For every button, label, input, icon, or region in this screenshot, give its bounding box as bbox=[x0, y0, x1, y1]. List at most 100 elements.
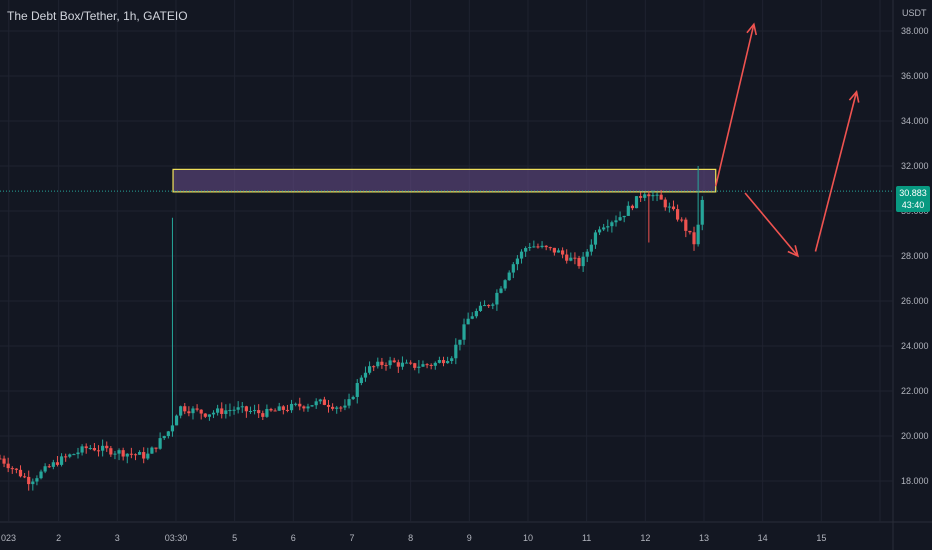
candle-body bbox=[117, 450, 121, 454]
candle-body bbox=[59, 456, 64, 465]
candle-body bbox=[232, 409, 236, 411]
y-tick-label: 34.000 bbox=[901, 116, 929, 126]
candle-body bbox=[593, 232, 598, 245]
candle-body bbox=[614, 220, 618, 223]
candle-body bbox=[220, 408, 224, 414]
candle-body bbox=[133, 454, 138, 456]
x-tick-label: 11 bbox=[582, 533, 591, 543]
candle-body bbox=[80, 446, 84, 453]
candle-body bbox=[540, 245, 544, 248]
candle-body bbox=[569, 257, 573, 261]
candle-body bbox=[101, 445, 105, 451]
y-tick-label: 22.000 bbox=[901, 386, 929, 396]
price-unit: USDT bbox=[902, 8, 927, 18]
candle-body bbox=[528, 247, 532, 249]
candle-body bbox=[257, 410, 261, 414]
y-tick-label: 20.000 bbox=[901, 431, 929, 441]
x-tick-label: 5 bbox=[232, 533, 237, 543]
candle-body bbox=[495, 292, 499, 305]
candle-body bbox=[195, 408, 199, 410]
candle-body bbox=[109, 448, 113, 455]
candle-body bbox=[589, 244, 593, 252]
candle-body bbox=[376, 361, 380, 367]
candle-body bbox=[326, 404, 331, 407]
x-tick-label: 9 bbox=[467, 533, 472, 543]
candle-body bbox=[322, 399, 327, 405]
candle-body bbox=[667, 206, 671, 208]
x-tick-label: 8 bbox=[408, 533, 413, 543]
y-tick-label: 36.000 bbox=[901, 71, 929, 81]
candle-body bbox=[216, 408, 220, 413]
candle-body bbox=[585, 251, 589, 257]
candle-body bbox=[417, 366, 421, 368]
candle-body bbox=[228, 410, 232, 412]
candle-body bbox=[696, 224, 700, 245]
candle-body bbox=[162, 436, 166, 439]
candle-body bbox=[137, 452, 142, 455]
projection-arrow-line bbox=[814, 91, 858, 252]
candle-body bbox=[244, 406, 248, 412]
candle-body bbox=[532, 246, 536, 248]
candle-body bbox=[183, 406, 187, 412]
candle-body bbox=[331, 406, 335, 409]
last-price-badge: 30.883 43:40 bbox=[896, 186, 930, 212]
candle-body bbox=[602, 227, 606, 230]
candle-body bbox=[240, 406, 244, 408]
projection-arrow-head bbox=[848, 89, 860, 103]
candle-body bbox=[441, 360, 446, 364]
candle-body bbox=[643, 194, 647, 198]
candle-body bbox=[27, 476, 31, 485]
x-tick-label: 6 bbox=[291, 533, 296, 543]
y-tick-label: 28.000 bbox=[901, 251, 929, 261]
candle-body bbox=[692, 232, 696, 245]
candle-body bbox=[51, 462, 55, 467]
x-tick-label: 15 bbox=[816, 533, 826, 543]
candle-body bbox=[265, 408, 269, 417]
candle-body bbox=[129, 453, 133, 455]
y-tick-label: 38.000 bbox=[901, 26, 929, 36]
candle-body bbox=[314, 401, 318, 406]
x-tick-label: 14 bbox=[758, 533, 768, 543]
candle-body bbox=[606, 226, 610, 228]
candle-body bbox=[2, 458, 6, 464]
candle-body bbox=[684, 219, 688, 231]
candle-body bbox=[0, 458, 2, 460]
candle-body bbox=[396, 362, 400, 367]
candle-body bbox=[478, 305, 483, 311]
candle-body bbox=[466, 318, 470, 325]
candle-body bbox=[351, 396, 355, 400]
candle-body bbox=[618, 217, 622, 221]
y-tick-label: 32.000 bbox=[901, 161, 929, 171]
candle-body bbox=[347, 399, 351, 406]
candle-body bbox=[269, 408, 273, 411]
candle-body bbox=[577, 257, 581, 267]
candle-body bbox=[14, 468, 18, 470]
candle-body bbox=[655, 194, 659, 196]
candle-body bbox=[581, 256, 585, 267]
candle-body bbox=[207, 414, 212, 417]
candle-body bbox=[64, 456, 68, 458]
resistance-zone bbox=[172, 168, 717, 193]
candle-body bbox=[18, 469, 23, 477]
candle-body bbox=[187, 411, 191, 414]
candle-body bbox=[622, 215, 626, 218]
candle-body bbox=[552, 247, 556, 253]
candle-body bbox=[474, 310, 478, 317]
candle-body bbox=[125, 453, 129, 457]
candle-body bbox=[121, 450, 125, 457]
candle-body bbox=[503, 280, 507, 289]
bar-countdown: 43:40 bbox=[901, 200, 925, 210]
candle-body bbox=[491, 304, 495, 306]
candle-body bbox=[285, 409, 290, 411]
candle-body bbox=[392, 360, 396, 363]
candle-body bbox=[92, 447, 97, 451]
x-tick-label: 10 bbox=[523, 533, 533, 543]
candle-body bbox=[688, 230, 692, 233]
candle-body bbox=[544, 245, 548, 248]
candle-body bbox=[298, 403, 302, 407]
candle-body bbox=[146, 453, 150, 459]
projection-arrow-line bbox=[744, 192, 799, 257]
candle-body bbox=[671, 206, 676, 210]
